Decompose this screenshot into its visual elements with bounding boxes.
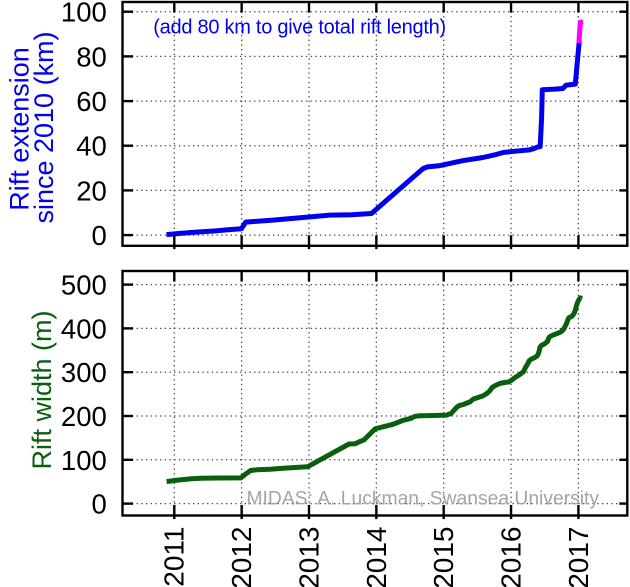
- svg-text:2015: 2015: [428, 527, 459, 587]
- svg-text:500: 500: [61, 270, 107, 301]
- svg-text:200: 200: [61, 401, 107, 432]
- svg-text:2012: 2012: [226, 527, 257, 587]
- svg-text:Rift width (m): Rift width (m): [27, 310, 57, 469]
- svg-text:100: 100: [61, 0, 107, 28]
- svg-text:300: 300: [61, 357, 107, 388]
- svg-text:2017: 2017: [563, 527, 594, 587]
- svg-text:0: 0: [92, 489, 107, 520]
- svg-text:since 2010 (km): since 2010 (km): [29, 31, 59, 223]
- svg-text:2011: 2011: [159, 527, 190, 587]
- svg-text:2014: 2014: [361, 527, 392, 587]
- svg-text:2013: 2013: [293, 527, 324, 587]
- svg-text:40: 40: [76, 131, 107, 162]
- svg-text:80: 80: [76, 41, 107, 72]
- svg-text:Rift extension: Rift extension: [5, 47, 35, 211]
- svg-text:0: 0: [92, 220, 107, 251]
- svg-text:100: 100: [61, 445, 107, 476]
- svg-text:2016: 2016: [495, 527, 526, 587]
- svg-text:(add 80 km to give total rift: (add 80 km to give total rift length): [153, 17, 446, 39]
- svg-text:MIDAS: A. Luckman, Swansea Uni: MIDAS: A. Luckman, Swansea University: [247, 489, 600, 510]
- svg-text:20: 20: [76, 175, 107, 206]
- svg-text:400: 400: [61, 313, 107, 344]
- svg-text:60: 60: [76, 86, 107, 117]
